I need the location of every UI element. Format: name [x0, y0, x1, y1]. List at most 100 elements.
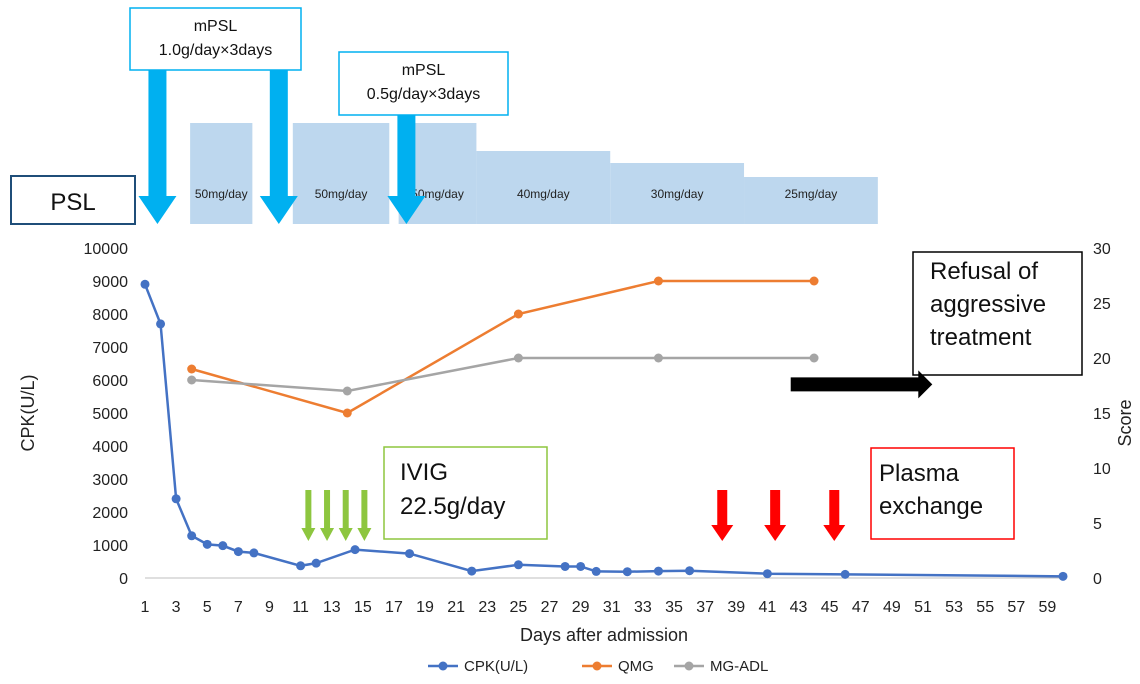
psl-block-label-1: 50mg/day: [315, 187, 368, 201]
series-0-point-15: [576, 561, 586, 571]
legend-label-1: QMG: [618, 658, 654, 675]
legend-marker-0: [438, 661, 448, 671]
series-0-point-6: [233, 547, 243, 557]
psl-block-label-5: 25mg/day: [785, 187, 838, 201]
psl-label: PSL: [50, 189, 95, 216]
axes: 1 3 5 7 9 11 13 15 17 19 21 23 25 27 29 31 33 35 37 39 41 43 4…: [18, 241, 1135, 645]
psl-schedule: PSL 50mg/day 50mg/day 50mg/day 40mg/day 30mg/…: [10, 123, 878, 225]
series-line-1: [191, 279, 815, 415]
series-2-point-1: [342, 386, 352, 396]
x-tick-47: 47: [852, 599, 870, 616]
x-tick-3: 3: [172, 599, 181, 616]
y-left-tick-4000: 4000: [92, 439, 128, 456]
x-tick-7: 7: [234, 599, 243, 616]
x-tick-49: 49: [883, 599, 901, 616]
series-0-point-13: [513, 560, 523, 570]
x-tick-41: 41: [758, 599, 776, 616]
y-right-tick-20: 20: [1093, 351, 1111, 368]
y-left-tick-5000: 5000: [92, 406, 128, 423]
x-axis-title: Days after admission: [520, 625, 688, 645]
mpsl-line2-0: 1.0g/day×3days: [159, 42, 272, 59]
ivig-box: [383, 446, 548, 540]
y-left-tick-7000: 7000: [92, 340, 128, 357]
series-2-point-0: [187, 375, 197, 385]
x-tick-21: 21: [447, 599, 465, 616]
y-right-tick-10: 10: [1093, 461, 1111, 478]
x-tick-31: 31: [603, 599, 621, 616]
y-left-tick-0: 0: [119, 571, 128, 588]
series: [140, 276, 1068, 581]
plasma-line1: Plasma: [879, 460, 960, 487]
series-0-point-17: [622, 567, 632, 577]
ivig-arrow-2: [338, 490, 353, 541]
x-tick-51: 51: [914, 599, 932, 616]
x-tick-11: 11: [292, 599, 309, 616]
psl-block-label-0: 50mg/day: [195, 187, 248, 201]
ivig-arrow-1: [320, 490, 335, 541]
psl-block-4: [610, 163, 745, 224]
mpsl-arrow-1-0: [387, 115, 426, 224]
series-0-point-9: [311, 558, 321, 568]
y-left-axis-title: CPK(U/L): [18, 374, 38, 451]
y-left-tick-8000: 8000: [92, 307, 128, 324]
plasma-box: [870, 447, 1015, 540]
refusal-box: [912, 251, 1083, 376]
series-0-point-10: [350, 545, 360, 555]
y-left-tick-6000: 6000: [92, 373, 128, 390]
legend-marker-1: [592, 661, 602, 671]
x-tick-5: 5: [203, 599, 212, 616]
psl-block-label-3: 40mg/day: [517, 187, 570, 201]
legend-marker-2: [684, 661, 694, 671]
series-0-point-20: [762, 569, 772, 579]
psl-block-1: [292, 123, 390, 224]
series-1-point-3: [653, 276, 663, 286]
refusal-line-2: treatment: [930, 324, 1032, 351]
y-left-tick-3000: 3000: [92, 472, 128, 489]
series-0-point-21: [840, 569, 850, 579]
series-0-point-11: [405, 549, 415, 559]
series-0-point-14: [560, 561, 570, 571]
psl-block-5: [744, 177, 878, 224]
x-tick-27: 27: [541, 599, 559, 616]
y-right-tick-25: 25: [1093, 296, 1111, 313]
psl-block-3: [476, 151, 611, 224]
series-line-2: [191, 356, 815, 393]
refusal-line-0: Refusal of: [930, 258, 1038, 285]
plasma-arrow-1: [764, 490, 787, 541]
x-tick-15: 15: [354, 599, 372, 616]
x-tick-55: 55: [976, 599, 994, 616]
refusal-line-1: aggressive: [930, 291, 1046, 318]
y-right-tick-30: 30: [1093, 241, 1111, 258]
ivig-arrow-0: [301, 490, 316, 541]
x-tick-37: 37: [696, 599, 714, 616]
mpsl-line1-1: mPSL: [402, 62, 446, 79]
series-0-point-1: [156, 319, 166, 329]
legend: CPK(U/L) QMG MG-ADL: [428, 658, 768, 675]
x-tick-17: 17: [385, 599, 403, 616]
series-0-point-2: [171, 494, 181, 504]
series-1-point-4: [809, 276, 819, 286]
mpsl-line1-0: mPSL: [194, 18, 238, 35]
ivig-line1: IVIG: [400, 459, 448, 486]
series-2-point-2: [513, 353, 523, 363]
plasma-arrow-0: [711, 490, 734, 541]
mpsl-box-0: [129, 7, 302, 71]
series-1-point-1: [342, 408, 352, 418]
x-tick-29: 29: [572, 599, 590, 616]
y-left-tick-9000: 9000: [92, 274, 128, 291]
x-tick-9: 9: [265, 599, 274, 616]
series-0-point-22: [1058, 571, 1068, 581]
series-2-point-3: [653, 353, 663, 363]
ivig-arrow-3: [357, 490, 372, 541]
series-0-point-16: [591, 566, 601, 576]
y-right-axis-title: Score: [1115, 399, 1135, 446]
x-tick-53: 53: [945, 599, 963, 616]
legend-label-0: CPK(U/L): [464, 658, 528, 675]
mpsl-line2-1: 0.5g/day×3days: [367, 86, 480, 103]
x-tick-25: 25: [510, 599, 528, 616]
plasma-arrow-2: [823, 490, 846, 541]
mpsl-pulses: mPSL 1.0g/day×3days mPSL 0.5g/day×3days: [129, 7, 509, 224]
psl-block-label-4: 30mg/day: [651, 187, 704, 201]
psl-label-box: [10, 175, 136, 225]
